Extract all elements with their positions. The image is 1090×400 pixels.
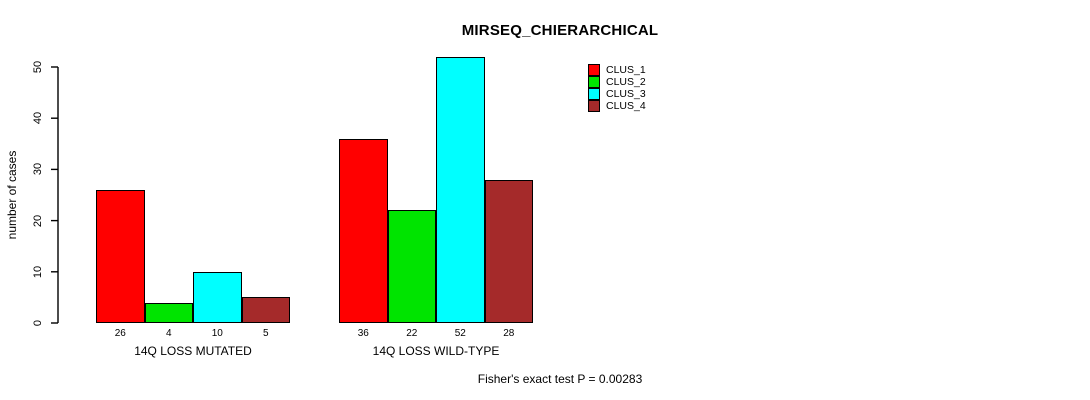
legend-item-clus_2: CLUS_2 (588, 76, 646, 88)
bar-value-label: 36 (357, 328, 369, 339)
bar-clus_3-group1 (193, 271, 242, 323)
legend-swatch-clus_4 (588, 100, 600, 112)
category-label: 14Q LOSS MUTATED (134, 344, 252, 358)
bar-clus_2-group2 (387, 210, 436, 323)
y-tick-label: 30 (32, 163, 44, 176)
bar-value-label: 28 (503, 328, 515, 339)
bar-value-label: 52 (454, 328, 466, 339)
legend-label: CLUS_2 (606, 76, 646, 88)
fisher-test-annotation: Fisher's exact test P = 0.00283 (477, 372, 643, 386)
bar-clus_1-group1 (96, 189, 145, 323)
legend-item-clus_1: CLUS_1 (588, 64, 646, 76)
bar-value-label: 5 (262, 328, 269, 339)
y-tick-label: 0 (32, 319, 44, 327)
bar-value-label: 22 (406, 328, 418, 339)
legend-item-clus_4: CLUS_4 (588, 100, 646, 112)
y-tick-label: 50 (32, 60, 44, 74)
legend-swatch-clus_3 (588, 88, 600, 100)
bar-clus_3-group2 (436, 56, 485, 323)
legend-item-clus_3: CLUS_3 (588, 88, 646, 100)
y-tick-label: 20 (32, 214, 44, 227)
legend-label: CLUS_3 (606, 88, 646, 100)
bar-value-label: 4 (165, 328, 172, 339)
bar-value-label: 10 (211, 328, 223, 339)
legend-swatch-clus_1 (588, 64, 600, 76)
bar-clus_4-group1 (241, 297, 290, 323)
bar-clus_4-group2 (484, 179, 533, 323)
bar-clus_1-group2 (339, 138, 388, 323)
bar-value-label: 26 (114, 328, 126, 339)
y-tick-label: 40 (32, 112, 44, 125)
bar-clus_2-group1 (144, 302, 193, 323)
legend-label: CLUS_4 (606, 100, 646, 112)
y-tick-label: 10 (32, 265, 44, 278)
chart-title: MIRSEQ_CHIERARCHICAL (461, 22, 659, 39)
legend-swatch-clus_2 (588, 76, 600, 88)
legend-label: CLUS_1 (606, 64, 646, 76)
legend: CLUS_1 CLUS_2 CLUS_3 CLUS_4 (588, 64, 646, 112)
category-label: 14Q LOSS WILD-TYPE (372, 344, 500, 358)
